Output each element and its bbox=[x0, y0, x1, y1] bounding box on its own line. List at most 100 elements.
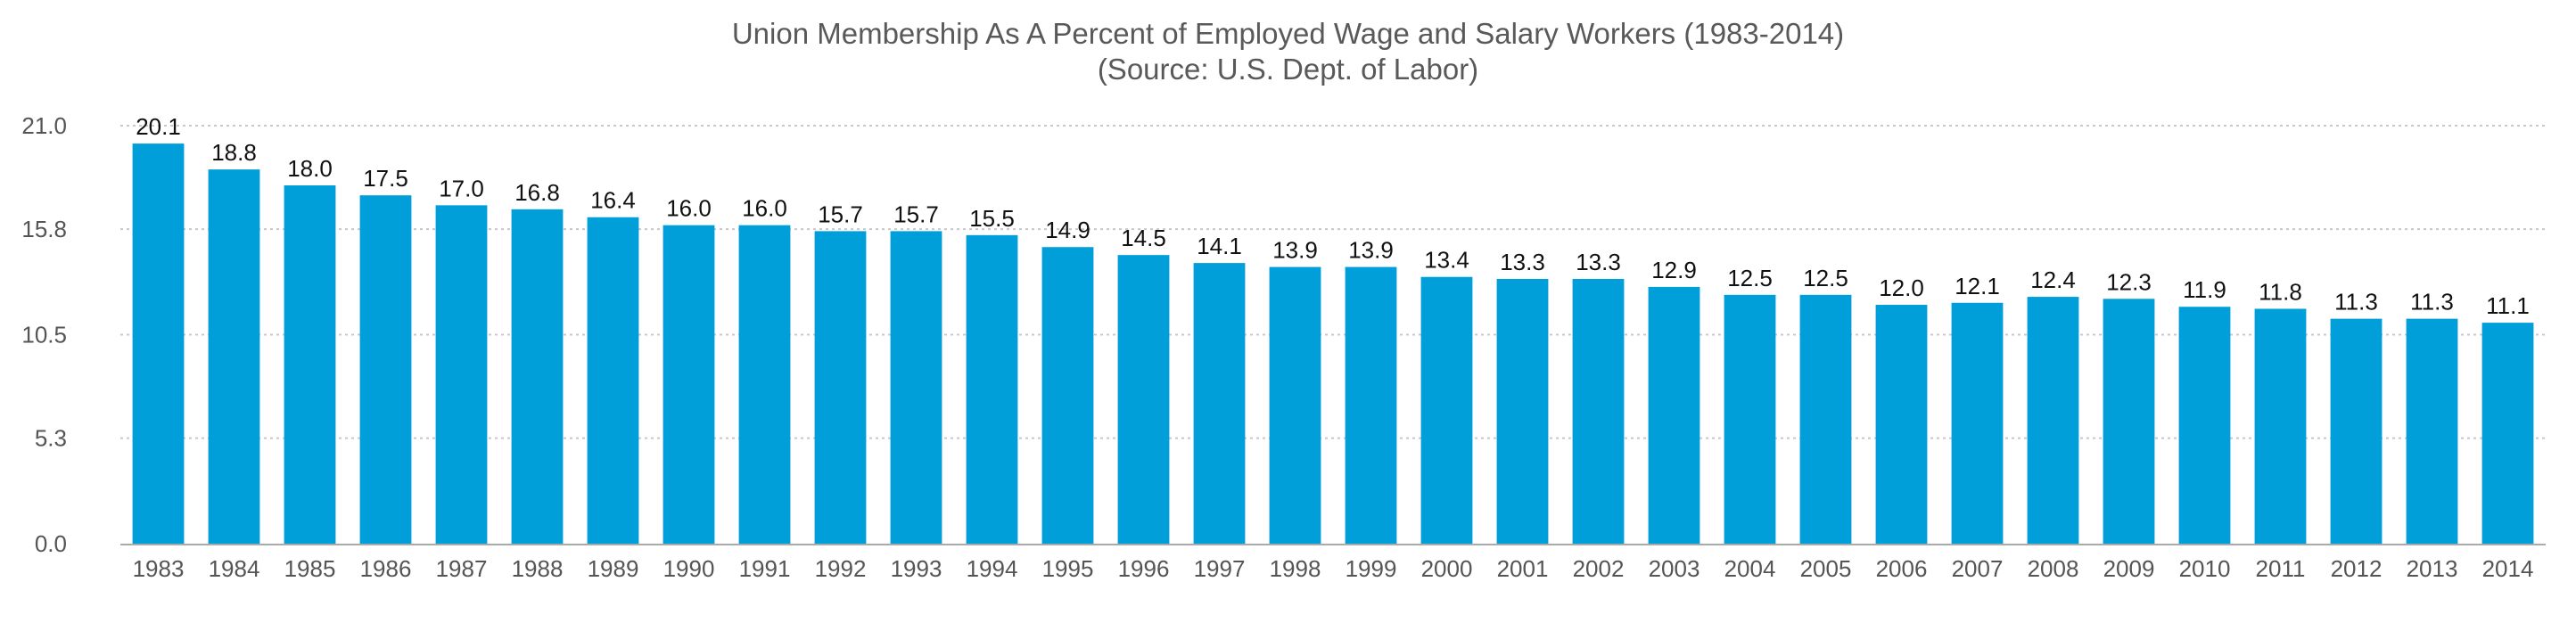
data-label: 15.7 bbox=[818, 201, 863, 227]
x-tick-label: 1985 bbox=[284, 555, 336, 582]
data-label: 18.8 bbox=[211, 139, 257, 166]
bars bbox=[132, 143, 2534, 545]
x-tick-label: 2001 bbox=[1497, 555, 1549, 582]
x-tick-label: 2009 bbox=[2103, 555, 2155, 582]
gridlines bbox=[120, 125, 2546, 439]
data-label: 15.7 bbox=[893, 201, 939, 227]
bar bbox=[1799, 294, 1852, 544]
x-tick-label: 2013 bbox=[2407, 555, 2458, 582]
x-tick-label: 1983 bbox=[133, 555, 185, 582]
x-tick-label: 1996 bbox=[1118, 555, 1170, 582]
data-label: 12.5 bbox=[1803, 265, 1848, 291]
bar bbox=[208, 169, 260, 544]
x-tick-label: 1991 bbox=[739, 555, 791, 582]
bar bbox=[2178, 307, 2231, 544]
chart-title: Union Membership As A Percent of Employe… bbox=[731, 17, 1845, 50]
data-label: 18.0 bbox=[287, 155, 333, 182]
bar bbox=[1420, 276, 1473, 544]
data-label: 13.4 bbox=[1424, 247, 1469, 274]
bar bbox=[1875, 305, 1928, 544]
data-label: 16.0 bbox=[666, 195, 712, 222]
data-label: 12.0 bbox=[1879, 275, 1924, 301]
data-label: 13.3 bbox=[1576, 249, 1621, 275]
data-labels: 20.1 18.8 18.0 17.5 17.0 16.8 16.4 16.0 16.0 15.7… bbox=[136, 113, 2530, 319]
x-tick-label: 1988 bbox=[512, 555, 564, 582]
bar bbox=[663, 225, 715, 544]
bar bbox=[359, 195, 412, 544]
data-label: 11.3 bbox=[2334, 289, 2378, 316]
x-tick-label: 2014 bbox=[2482, 555, 2534, 582]
bar bbox=[1648, 286, 1700, 544]
bar bbox=[1496, 278, 1549, 544]
x-tick-label: 1998 bbox=[1270, 555, 1321, 582]
bar bbox=[1117, 255, 1170, 544]
data-label: 13.9 bbox=[1272, 237, 1318, 264]
data-label: 16.0 bbox=[742, 195, 787, 222]
bar bbox=[435, 205, 488, 545]
x-tick-label: 2005 bbox=[1800, 555, 1852, 582]
data-label: 20.1 bbox=[136, 113, 181, 140]
x-tick-label: 1999 bbox=[1346, 555, 1397, 582]
data-label: 13.3 bbox=[1500, 249, 1545, 275]
data-label: 16.8 bbox=[514, 179, 560, 206]
bar bbox=[1572, 278, 1625, 544]
bar bbox=[1193, 263, 1246, 544]
data-label: 12.4 bbox=[2030, 266, 2076, 293]
bar bbox=[1345, 266, 1397, 544]
data-label: 12.5 bbox=[1727, 265, 1773, 291]
bar bbox=[966, 234, 1018, 544]
x-tick-label: 2012 bbox=[2331, 555, 2383, 582]
bar bbox=[284, 185, 336, 544]
x-tick-label: 1993 bbox=[891, 555, 942, 582]
x-tick-label: 1989 bbox=[588, 555, 639, 582]
x-tick-label: 1994 bbox=[967, 555, 1018, 582]
bar bbox=[2330, 318, 2383, 544]
x-tick-label: 1990 bbox=[663, 555, 715, 582]
x-tick-label: 2007 bbox=[1952, 555, 2004, 582]
bar bbox=[2481, 323, 2534, 544]
bar bbox=[2027, 297, 2079, 544]
bar bbox=[587, 217, 639, 544]
x-tick-label: 1992 bbox=[815, 555, 867, 582]
x-tick-label: 1986 bbox=[360, 555, 412, 582]
x-tick-label: 2006 bbox=[1876, 555, 1928, 582]
bar bbox=[738, 225, 791, 544]
chart-subtitle: (Source: U.S. Dept. of Labor) bbox=[1097, 53, 1479, 86]
data-label: 17.0 bbox=[439, 175, 484, 201]
bar bbox=[132, 143, 185, 544]
x-tick-label: 2000 bbox=[1421, 555, 1473, 582]
bar bbox=[1724, 294, 1776, 544]
y-tick-label: 10.5 bbox=[21, 322, 67, 348]
data-label: 14.9 bbox=[1045, 217, 1090, 243]
data-label: 14.5 bbox=[1121, 225, 1166, 251]
x-tick-label: 2002 bbox=[1573, 555, 1625, 582]
x-axis-ticks: 1983 1984 1985 1986 1987 1988 1989 1990 1991 1992… bbox=[133, 555, 2534, 582]
bar bbox=[511, 209, 564, 545]
data-label: 17.5 bbox=[363, 165, 408, 192]
x-tick-label: 1984 bbox=[209, 555, 260, 582]
data-label: 12.3 bbox=[2106, 268, 2152, 295]
y-axis-ticks: 0.0 5.3 10.5 15.8 21.0 bbox=[21, 112, 67, 557]
y-tick-label: 15.8 bbox=[21, 216, 67, 242]
y-tick-label: 21.0 bbox=[21, 112, 67, 139]
y-tick-label: 5.3 bbox=[35, 425, 67, 452]
data-label: 12.1 bbox=[1955, 273, 2000, 299]
bar bbox=[2254, 308, 2307, 544]
x-tick-label: 2003 bbox=[1649, 555, 1700, 582]
data-label: 13.9 bbox=[1348, 237, 1394, 264]
bar bbox=[890, 231, 942, 544]
x-tick-label: 2004 bbox=[1724, 555, 1776, 582]
data-label: 14.1 bbox=[1197, 233, 1242, 259]
bar bbox=[2103, 299, 2155, 544]
x-tick-label: 2011 bbox=[2256, 555, 2306, 582]
x-tick-label: 2010 bbox=[2179, 555, 2231, 582]
data-label: 16.4 bbox=[590, 187, 636, 214]
data-label: 11.3 bbox=[2410, 289, 2454, 316]
bar bbox=[1269, 266, 1321, 544]
data-label: 11.8 bbox=[2259, 278, 2302, 305]
bar bbox=[1041, 247, 1094, 544]
x-tick-label: 1987 bbox=[436, 555, 488, 582]
x-tick-label: 2008 bbox=[2028, 555, 2079, 582]
y-tick-label: 0.0 bbox=[35, 530, 67, 557]
